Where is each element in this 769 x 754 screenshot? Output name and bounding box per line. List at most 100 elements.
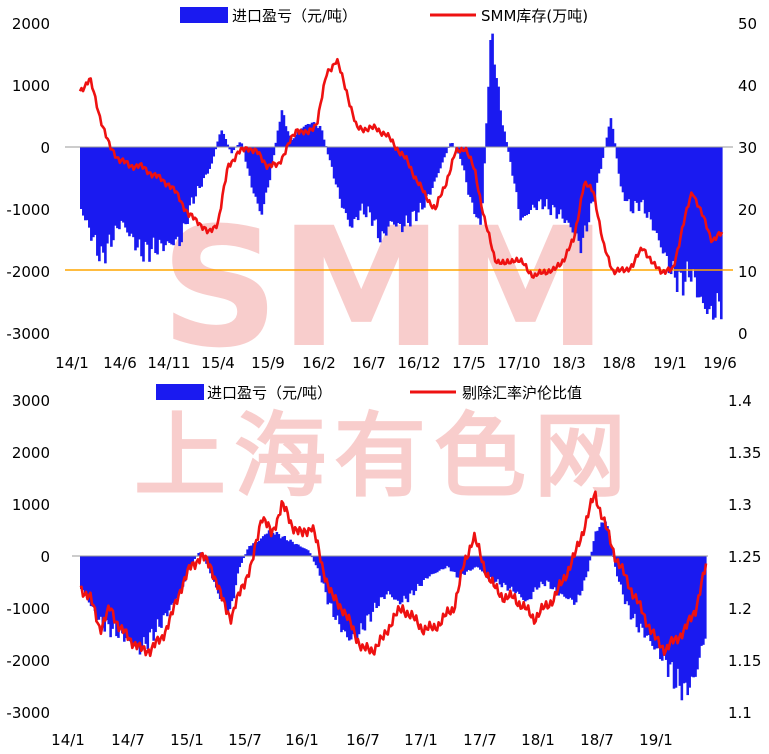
bar [507, 147, 510, 152]
bar [122, 147, 125, 223]
bar [358, 147, 362, 211]
bar [674, 556, 678, 688]
x-tick: 14/11 [147, 354, 190, 372]
x-tick: 19/1 [653, 354, 687, 372]
bar [297, 544, 300, 556]
bar [408, 556, 412, 594]
bar [506, 556, 510, 591]
bar [310, 122, 314, 147]
bar [441, 147, 444, 163]
bar [572, 556, 576, 605]
x-ticks-2: 14/1 14/7 15/1 15/7 16/1 16/7 17/1 17/7 … [51, 731, 673, 749]
bar [588, 556, 592, 561]
bar [505, 142, 508, 147]
bar [415, 147, 418, 222]
bar [271, 532, 275, 556]
bar [114, 147, 117, 226]
bar [168, 556, 171, 611]
bar [503, 131, 506, 147]
watermark: SMM 上海有色网 [134, 192, 626, 510]
bar [363, 556, 367, 631]
bar [179, 556, 183, 589]
bar [451, 556, 455, 572]
bar [508, 556, 511, 589]
legend-2-line-label: 剔除汇率沪伦比值 [462, 384, 582, 402]
bar [152, 556, 155, 641]
bar [569, 556, 572, 598]
bar [91, 556, 95, 607]
bar [649, 147, 653, 220]
bar [679, 147, 683, 273]
bar [553, 556, 556, 588]
bar [479, 147, 482, 225]
y-left-tick: 1000 [12, 496, 50, 514]
bar [676, 556, 680, 669]
bar [525, 147, 528, 216]
bar [489, 40, 492, 148]
bar [254, 147, 258, 197]
bar [84, 147, 87, 221]
legend-1-line-label: SMM库存(万吨) [481, 7, 588, 25]
bar [87, 556, 91, 603]
bar [541, 147, 545, 210]
bar [461, 147, 464, 166]
bar [437, 147, 440, 174]
bar [166, 556, 169, 617]
bar [220, 130, 224, 147]
bar [250, 147, 254, 188]
y-right-tick: 20 [738, 201, 757, 219]
bar [517, 147, 520, 210]
bar [88, 147, 91, 228]
bar [633, 147, 637, 201]
bar [518, 556, 521, 595]
bar [494, 556, 498, 582]
bar [190, 147, 193, 198]
bar [200, 147, 203, 187]
x-tick: 17/10 [497, 354, 540, 372]
bar [533, 556, 537, 588]
bar [349, 556, 353, 640]
x-tick: 16/7 [346, 731, 380, 749]
bar [575, 147, 579, 234]
bar [204, 147, 207, 175]
bar [589, 147, 593, 204]
bar [702, 556, 705, 645]
bar [651, 147, 655, 231]
bar [487, 86, 490, 147]
bar [310, 556, 314, 558]
y-left-tick: 1000 [12, 77, 50, 95]
bar [653, 147, 657, 231]
bar [671, 147, 675, 262]
bar [682, 556, 686, 684]
bar [610, 546, 613, 556]
bar [279, 538, 283, 556]
chart-1: 进口盈亏（元/吨） SMM库存(万吨) 2000 1000 0 -1000 -2… [6, 7, 757, 372]
bar [688, 556, 691, 688]
bar [677, 147, 681, 272]
y-right-tick: 1.3 [728, 496, 752, 514]
chart-2: 进口盈亏（元/吨） 剔除汇率沪伦比值 3000 2000 1000 0 -100… [6, 384, 761, 749]
bar [431, 147, 434, 188]
bar [396, 556, 400, 601]
bar [385, 556, 388, 595]
bar [662, 556, 666, 650]
bar [134, 147, 137, 251]
bar [539, 556, 543, 582]
bar [411, 147, 414, 212]
bar [420, 556, 423, 586]
bar [289, 539, 292, 556]
bar [348, 556, 351, 641]
bar [99, 556, 103, 617]
bar [306, 550, 310, 556]
bar [306, 123, 310, 147]
bar [434, 556, 437, 574]
bar [499, 110, 502, 147]
bar [196, 147, 199, 187]
bar [631, 147, 635, 214]
bar [504, 556, 508, 585]
legend-2-bar-swatch [156, 384, 204, 400]
bar [276, 130, 280, 147]
bar [102, 147, 105, 253]
bar [493, 64, 496, 147]
